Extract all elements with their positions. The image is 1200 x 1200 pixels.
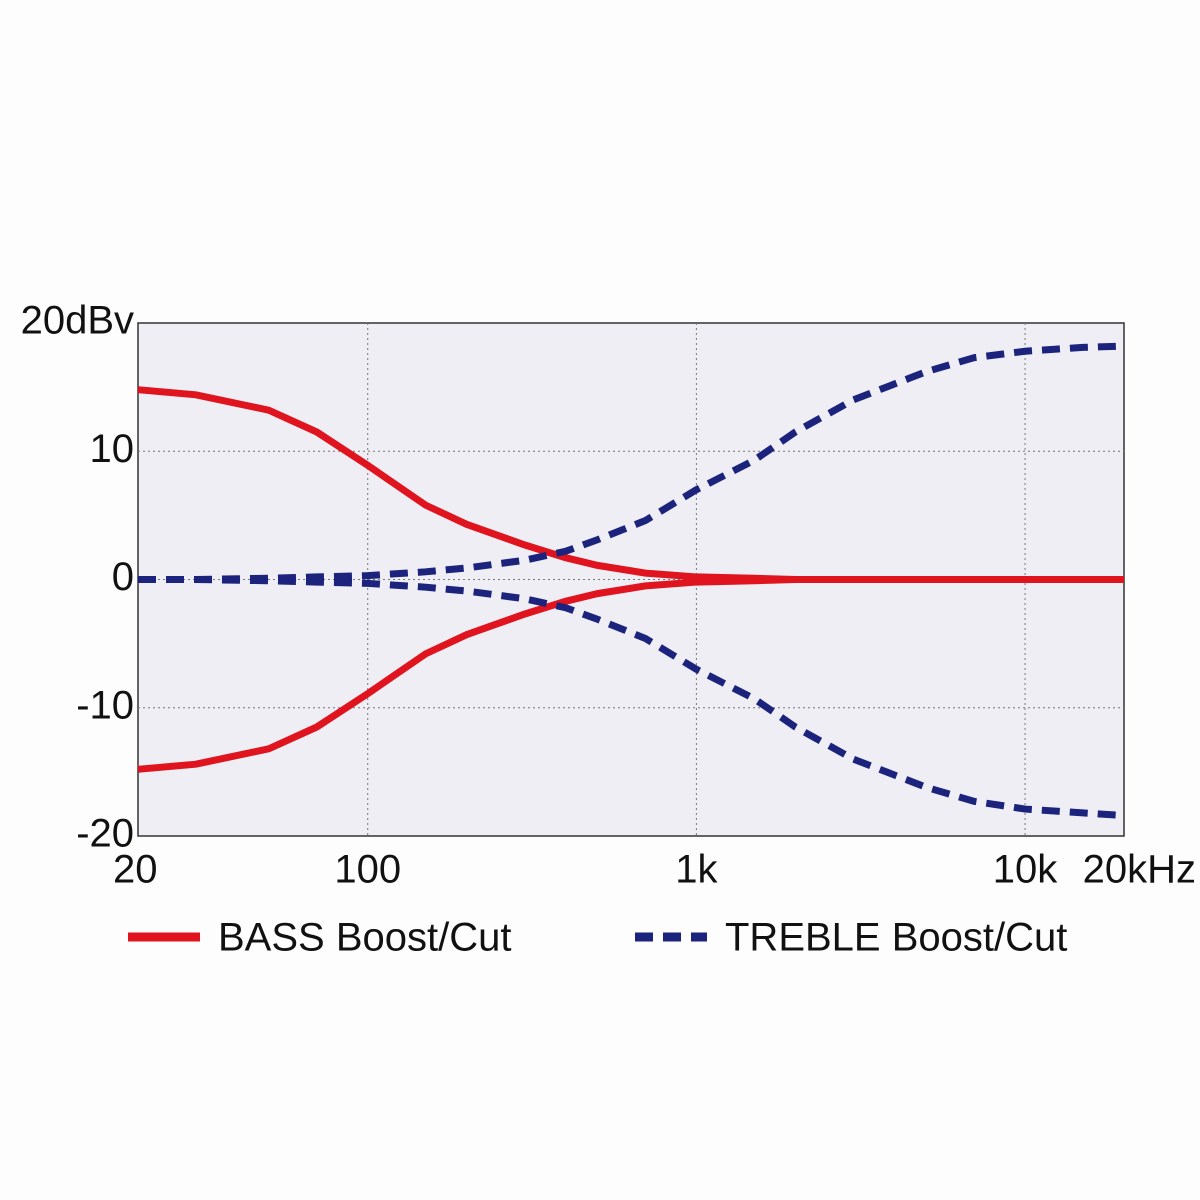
x-tick-label: 1k [675, 848, 718, 892]
curve [138, 342, 1125, 583]
y-tick-label: 0 [112, 555, 134, 599]
x-tick-label: 20kHz [1083, 848, 1196, 892]
x-tick-label: 10k [993, 848, 1058, 892]
curve [138, 576, 1125, 819]
y-tick-label: -20 [76, 812, 134, 856]
y-tick-label: -10 [76, 683, 134, 727]
x-tick-label: 20 [113, 848, 158, 892]
x-tick-label: 100 [334, 848, 401, 892]
legend-label: BASS Boost/Cut [218, 916, 511, 960]
curve [137, 576, 1124, 773]
y-tick-label: 10 [90, 427, 135, 471]
y-tick-label: 20dBv [21, 299, 134, 343]
legend-label: TREBLE Boost/Cut [725, 916, 1067, 960]
